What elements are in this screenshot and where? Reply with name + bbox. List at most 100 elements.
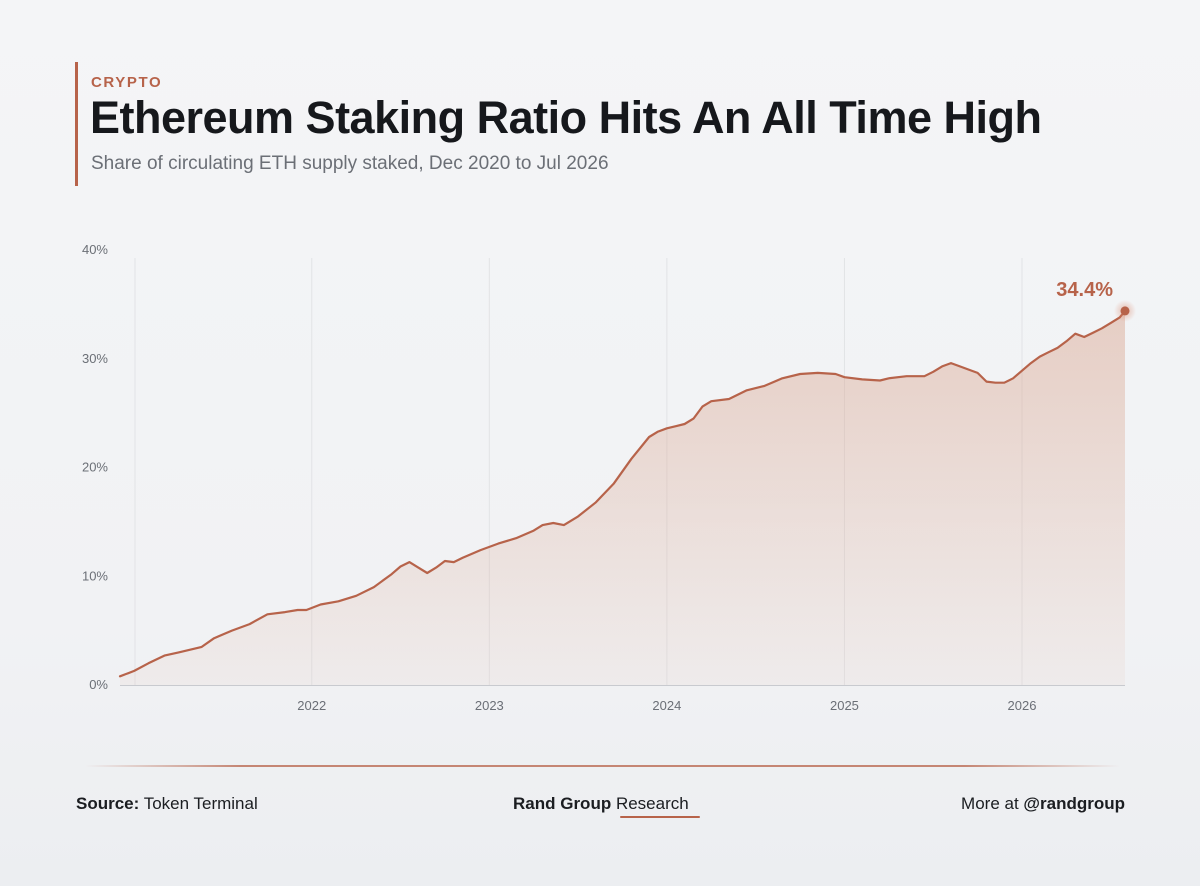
data-point: [612, 482, 616, 486]
data-point: [816, 371, 820, 375]
social-handle[interactable]: @randgroup: [1023, 794, 1125, 813]
data-point: [230, 629, 234, 633]
data-point: [336, 599, 340, 603]
data-point: [843, 375, 847, 379]
data-point: [461, 556, 465, 560]
data-point: [727, 397, 731, 401]
data-point: [162, 654, 166, 658]
data-point: [372, 585, 376, 589]
data-point: [967, 368, 971, 372]
chart-header: CRYPTO Ethereum Staking Ratio Hits An Al…: [75, 62, 1155, 186]
y-tick-label: 10%: [82, 568, 108, 583]
data-point: [248, 622, 252, 626]
data-point: [656, 430, 660, 434]
data-point: [949, 361, 953, 365]
data-point: [191, 647, 195, 651]
data-point: [629, 457, 633, 461]
footer-divider: [85, 765, 1120, 767]
data-point: [118, 674, 122, 678]
data-point: [541, 523, 545, 527]
data-point: [1064, 339, 1068, 343]
staking-area-fill: [120, 310, 1125, 685]
data-point: [700, 405, 704, 409]
brand-name-regular: Research: [615, 794, 689, 813]
data-point: [177, 650, 181, 654]
brand-underline: [620, 816, 700, 818]
data-point: [390, 572, 394, 576]
category-kicker: CRYPTO: [91, 74, 163, 91]
data-point: [425, 571, 429, 575]
data-point: [434, 566, 438, 570]
data-point: [200, 645, 204, 649]
source-credit: Source: Token Terminal: [76, 794, 258, 814]
data-point: [265, 612, 269, 616]
data-point: [1011, 376, 1015, 380]
data-point: [1020, 369, 1024, 373]
data-point: [985, 380, 989, 384]
data-point: [514, 536, 518, 540]
data-point: [860, 377, 864, 381]
data-point: [407, 560, 411, 564]
data-point: [780, 376, 784, 380]
data-point: [319, 603, 323, 607]
data-point: [1073, 332, 1077, 336]
data-point: [1056, 346, 1060, 350]
x-tick-label: 2022: [297, 698, 326, 713]
chart-title: Ethereum Staking Ratio Hits An All Time …: [90, 92, 1042, 143]
data-point: [551, 521, 555, 525]
data-point: [496, 542, 500, 546]
data-point: [887, 376, 891, 380]
data-point: [834, 372, 838, 376]
data-point: [905, 374, 909, 378]
data-point: [683, 422, 687, 426]
data-point: [304, 608, 308, 612]
chart-subtitle: Share of circulating ETH supply staked, …: [91, 153, 609, 174]
data-point: [1038, 355, 1042, 359]
data-point: [443, 559, 447, 563]
brand-name-bold: Rand Group: [513, 794, 612, 813]
data-point: [763, 384, 767, 388]
staking-ratio-chart: 0% 10% 20% 30% 40% 2022 2023 2024 2025 2026 34.4…: [82, 242, 1136, 713]
data-point: [283, 610, 287, 614]
y-tick-label: 20%: [82, 460, 108, 475]
data-point: [674, 424, 678, 428]
data-point: [416, 566, 420, 570]
annotations: 34.4%: [1056, 279, 1136, 322]
data-point: [479, 548, 483, 552]
data-point: [1100, 326, 1104, 330]
data-point: [798, 372, 802, 376]
x-axis: 2022 2023 2024 2025 2026: [120, 685, 1125, 713]
data-point: [212, 636, 216, 640]
data-point: [958, 364, 962, 368]
data-point: [532, 529, 536, 533]
source-label: Source:: [76, 794, 140, 813]
x-tick-label: 2023: [475, 698, 504, 713]
data-point: [594, 500, 598, 504]
x-tick-label: 2025: [830, 698, 859, 713]
data-point: [976, 371, 980, 375]
data-point: [1029, 361, 1033, 365]
data-point: [647, 435, 651, 439]
data-point: [146, 661, 150, 665]
more-at-link[interactable]: More at @randgroup: [961, 794, 1125, 814]
data-point: [931, 370, 935, 374]
x-tick-label: 2026: [1008, 698, 1037, 713]
data-point: [665, 426, 669, 430]
data-point: [1047, 350, 1051, 354]
data-point: [296, 608, 300, 612]
data-point: [745, 388, 749, 392]
data-point: [576, 514, 580, 518]
data-point: [1082, 335, 1086, 339]
data-point: [132, 669, 136, 673]
data-point: [940, 364, 944, 368]
data-point: [1109, 321, 1113, 325]
data-point: [922, 374, 926, 378]
staking-line: [118, 309, 1127, 678]
data-point: [692, 417, 696, 421]
data-point: [562, 523, 566, 527]
y-tick-label: 30%: [82, 351, 108, 366]
data-point: [878, 379, 882, 383]
x-tick-label: 2024: [652, 698, 681, 713]
data-point: [452, 560, 456, 564]
y-tick-label: 40%: [82, 242, 108, 257]
